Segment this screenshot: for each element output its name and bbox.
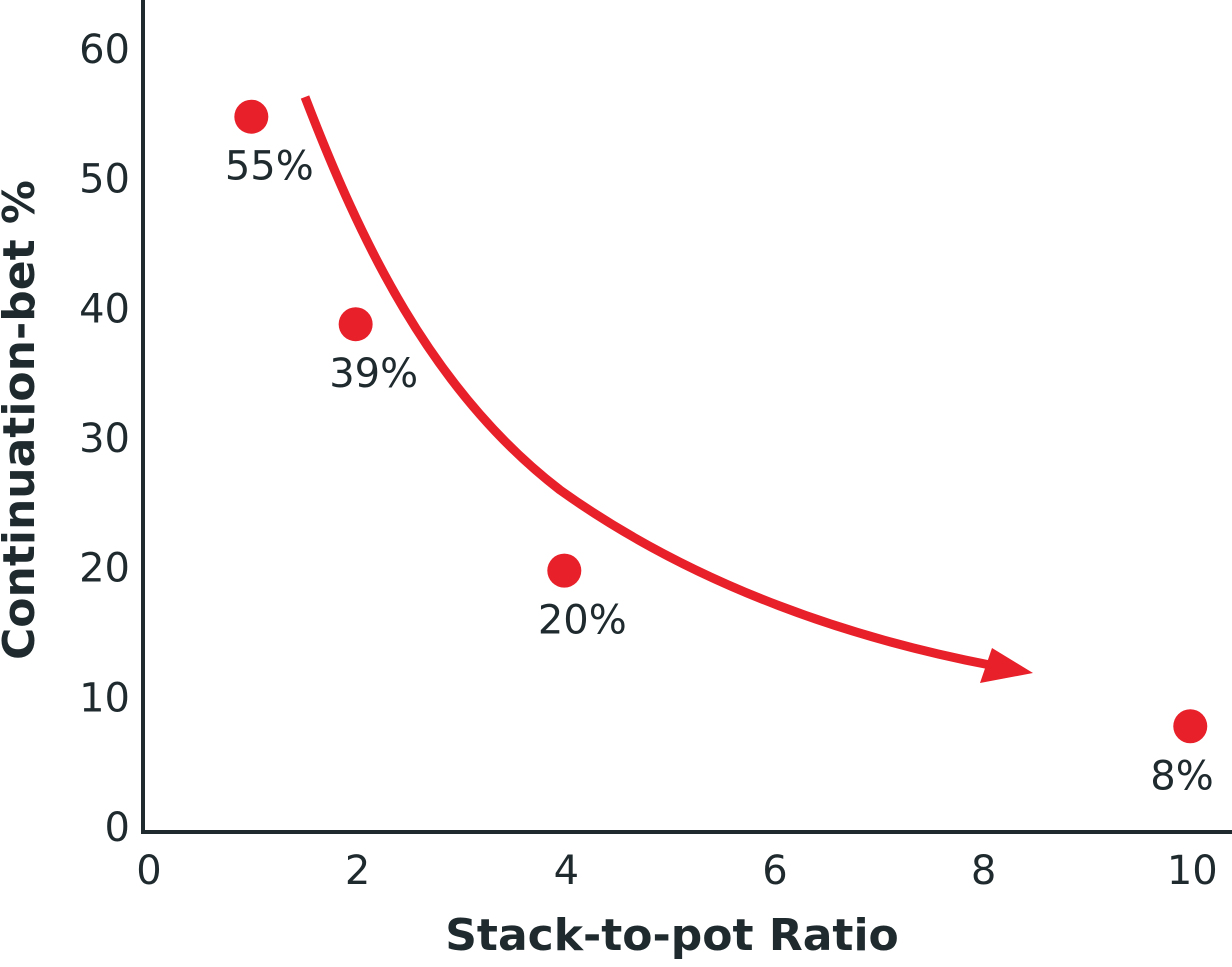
x-tick-label: 10 bbox=[1167, 848, 1218, 894]
y-tick-label: 20 bbox=[79, 546, 130, 592]
point-label: 8% bbox=[1150, 753, 1213, 799]
arrow-head bbox=[980, 648, 1033, 683]
x-tick-label: 2 bbox=[345, 848, 370, 894]
point bbox=[547, 553, 582, 588]
x-tick-label: 4 bbox=[554, 848, 579, 894]
y-tick-label: 10 bbox=[79, 675, 130, 721]
trend-arrow bbox=[300, 95, 991, 670]
point bbox=[338, 307, 373, 342]
y-axis-title: Continuation-bet % bbox=[0, 180, 45, 660]
point bbox=[1173, 709, 1208, 744]
point-label: 55% bbox=[225, 144, 314, 190]
x-tick-label: 8 bbox=[971, 848, 996, 894]
point-label: 39% bbox=[329, 351, 418, 397]
point bbox=[234, 99, 269, 134]
y-tick-label: 50 bbox=[79, 157, 130, 203]
y-tick-label: 0 bbox=[105, 805, 130, 851]
x-axis-title: Stack-to-pot Ratio bbox=[445, 910, 899, 961]
x-tick-label: 6 bbox=[762, 848, 787, 894]
y-tick-label: 60 bbox=[79, 27, 130, 73]
x-tick-label: 0 bbox=[136, 848, 161, 894]
point-label: 20% bbox=[538, 598, 627, 644]
y-tick-label: 30 bbox=[79, 416, 130, 462]
y-tick-label: 40 bbox=[79, 286, 130, 332]
